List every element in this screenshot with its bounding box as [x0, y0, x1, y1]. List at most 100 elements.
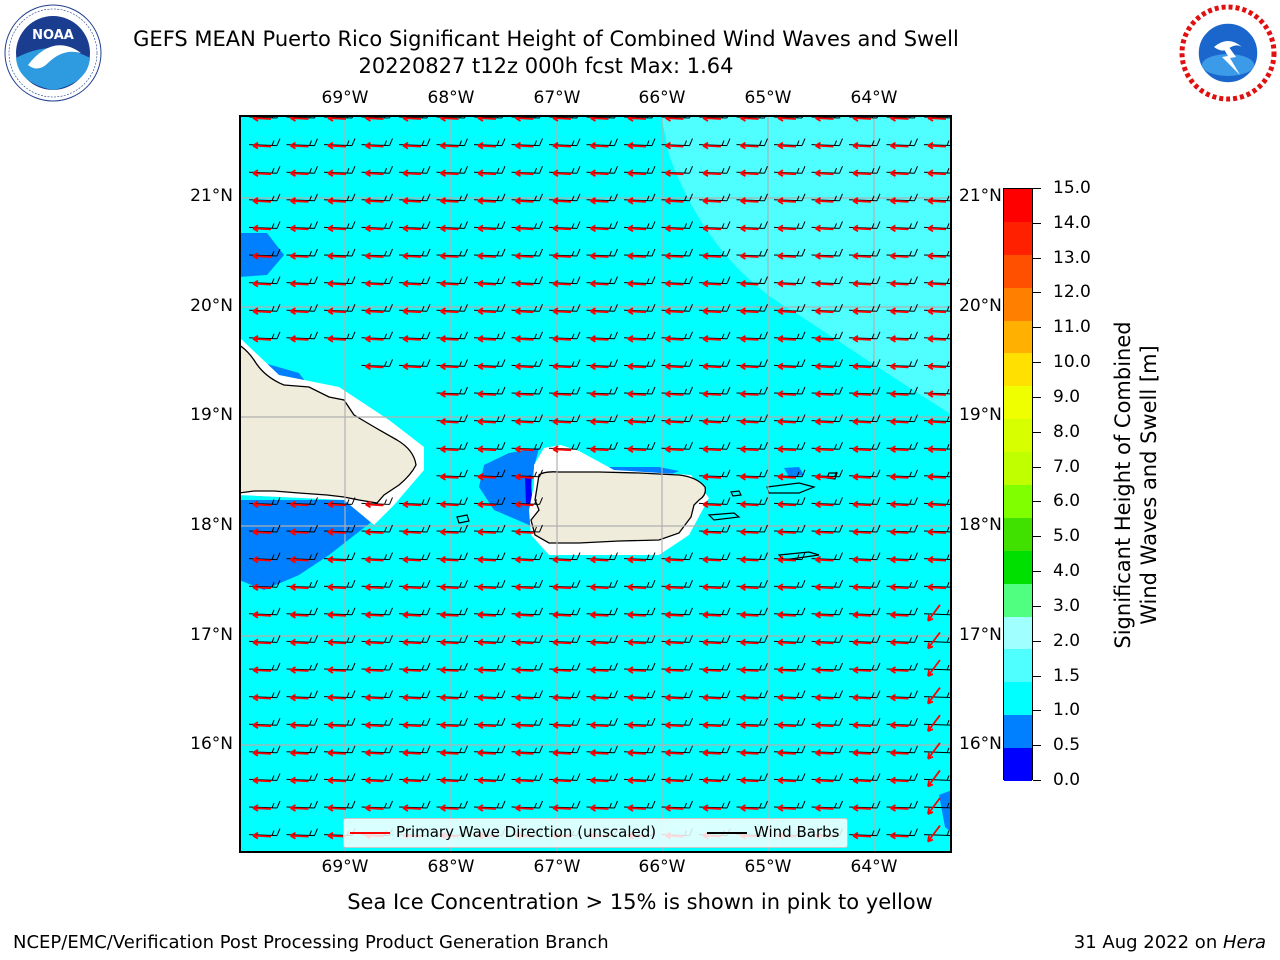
wave-direction-arrow	[477, 417, 497, 426]
legend-label-wind-barbs: Wind Barbs	[754, 823, 840, 841]
wave-direction-arrow	[590, 224, 609, 233]
wave-direction-arrow	[252, 804, 272, 812]
wave-direction-arrow	[552, 638, 572, 647]
wave-direction-arrow	[590, 279, 609, 288]
colorbar-tick	[1033, 362, 1041, 364]
lon-label-bottom: 64°W	[850, 857, 898, 877]
wave-direction-arrow	[890, 776, 909, 785]
footer-credit: NCEP/EMC/Verification Post Processing Pr…	[13, 932, 609, 953]
wave-direction-arrow	[515, 721, 534, 729]
wave-direction-arrow	[290, 721, 309, 729]
wave-direction-arrow	[402, 335, 422, 343]
wave-region-1_5-2	[661, 117, 950, 414]
lat-label-right: 18°N	[959, 515, 1002, 535]
wave-direction-arrow	[552, 804, 572, 812]
wave-direction-arrow	[477, 279, 497, 288]
wave-direction-arrow	[327, 666, 347, 674]
wave-direction-arrow	[402, 749, 422, 757]
wave-direction-arrow	[702, 804, 722, 812]
sea-ice-note: Sea Ice Concentration > 15% is shown in …	[347, 890, 933, 914]
wave-direction-arrow	[852, 583, 872, 591]
colorbar-tick	[1033, 501, 1041, 503]
wave-direction-arrow	[665, 169, 684, 177]
wave-direction-arrow	[252, 224, 272, 233]
wave-direction-arrow	[665, 693, 684, 702]
wave-direction-arrow	[890, 473, 909, 481]
wave-direction-arrow	[290, 611, 309, 619]
wave-direction-arrow	[665, 252, 684, 260]
wave-direction-arrow	[515, 500, 534, 509]
wave-direction-arrow	[252, 721, 272, 729]
wave-direction-arrow	[402, 197, 422, 205]
wave-direction-arrow	[740, 335, 759, 343]
wave-direction-arrow	[627, 721, 647, 729]
wave-direction-arrow	[890, 197, 909, 205]
wave-direction-arrow	[252, 666, 272, 674]
noaa-logo-text: NOAA	[32, 28, 74, 43]
wave-direction-arrow	[590, 417, 609, 426]
wave-direction-arrow	[515, 169, 534, 177]
wave-direction-arrow	[515, 583, 534, 591]
wave-direction-arrow	[552, 693, 572, 702]
wave-direction-arrow	[852, 666, 872, 674]
colorbar-tick-label: 13.0	[1053, 247, 1091, 268]
wave-direction-arrow	[740, 611, 759, 619]
wave-direction-arrow	[777, 335, 797, 343]
wave-direction-arrow	[852, 721, 872, 729]
wave-direction-arrow	[552, 417, 572, 426]
wave-direction-arrow	[327, 804, 347, 812]
wave-direction-arrow	[777, 500, 797, 509]
wind-barb	[923, 747, 950, 754]
wave-direction-arrow	[777, 417, 797, 426]
wave-direction-arrow	[515, 749, 534, 757]
colorbar-tick-label: 9.0	[1053, 386, 1081, 407]
wave-direction-arrow	[477, 390, 497, 398]
wave-direction-arrow	[290, 528, 309, 536]
colorbar-tick-label: 8.0	[1053, 421, 1081, 442]
wave-direction-arrow	[927, 362, 947, 371]
colorbar-tick	[1033, 605, 1041, 607]
wave-direction-arrow	[815, 693, 834, 702]
wave-direction-arrow	[927, 224, 947, 233]
wave-direction-arrow	[815, 169, 834, 177]
wave-direction-arrow	[365, 141, 384, 150]
wave-direction-arrow	[590, 252, 609, 260]
wave-direction-arrow	[590, 693, 609, 702]
wave-direction-arrow	[627, 224, 647, 233]
wave-direction-arrow	[740, 528, 759, 536]
wave-direction-arrow	[927, 473, 947, 481]
wave-direction-arrow	[290, 197, 309, 205]
wave-direction-arrow	[477, 611, 497, 619]
wave-direction-arrow	[927, 141, 947, 150]
colorbar-tick	[1033, 536, 1041, 538]
colorbar-tick	[1033, 710, 1041, 712]
wave-direction-arrow	[777, 721, 797, 729]
wave-direction-arrow	[927, 390, 947, 398]
wave-direction-arrow	[627, 362, 647, 371]
wave-direction-arrow	[327, 169, 347, 177]
wave-direction-arrow	[777, 169, 797, 177]
wave-direction-arrow	[252, 307, 272, 315]
wave-direction-arrow	[890, 335, 909, 343]
colorbar-segment	[1004, 517, 1032, 552]
wave-direction-arrow	[702, 473, 722, 481]
lon-label-bottom: 69°W	[321, 857, 369, 877]
colorbar-tick-label: 4.0	[1053, 561, 1081, 582]
wave-direction-arrow	[252, 638, 272, 647]
wave-direction-arrow	[590, 390, 609, 398]
wave-direction-arrow	[627, 666, 647, 674]
lon-label-bottom: 68°W	[427, 857, 475, 877]
lon-label-bottom: 66°W	[638, 857, 686, 877]
wave-direction-arrow	[777, 197, 797, 205]
wave-direction-arrow	[365, 197, 384, 205]
wave-direction-arrow	[627, 611, 647, 619]
wave-direction-arrow	[852, 252, 872, 260]
wave-direction-arrow	[590, 749, 609, 757]
wave-direction-arrow	[777, 117, 797, 122]
wave-direction-arrow	[327, 555, 347, 564]
wave-direction-arrow	[552, 666, 572, 674]
colorbar	[1003, 188, 1033, 782]
wave-direction-arrow	[665, 117, 684, 122]
nws-logo	[1178, 3, 1278, 103]
wave-direction-arrow	[815, 362, 834, 371]
